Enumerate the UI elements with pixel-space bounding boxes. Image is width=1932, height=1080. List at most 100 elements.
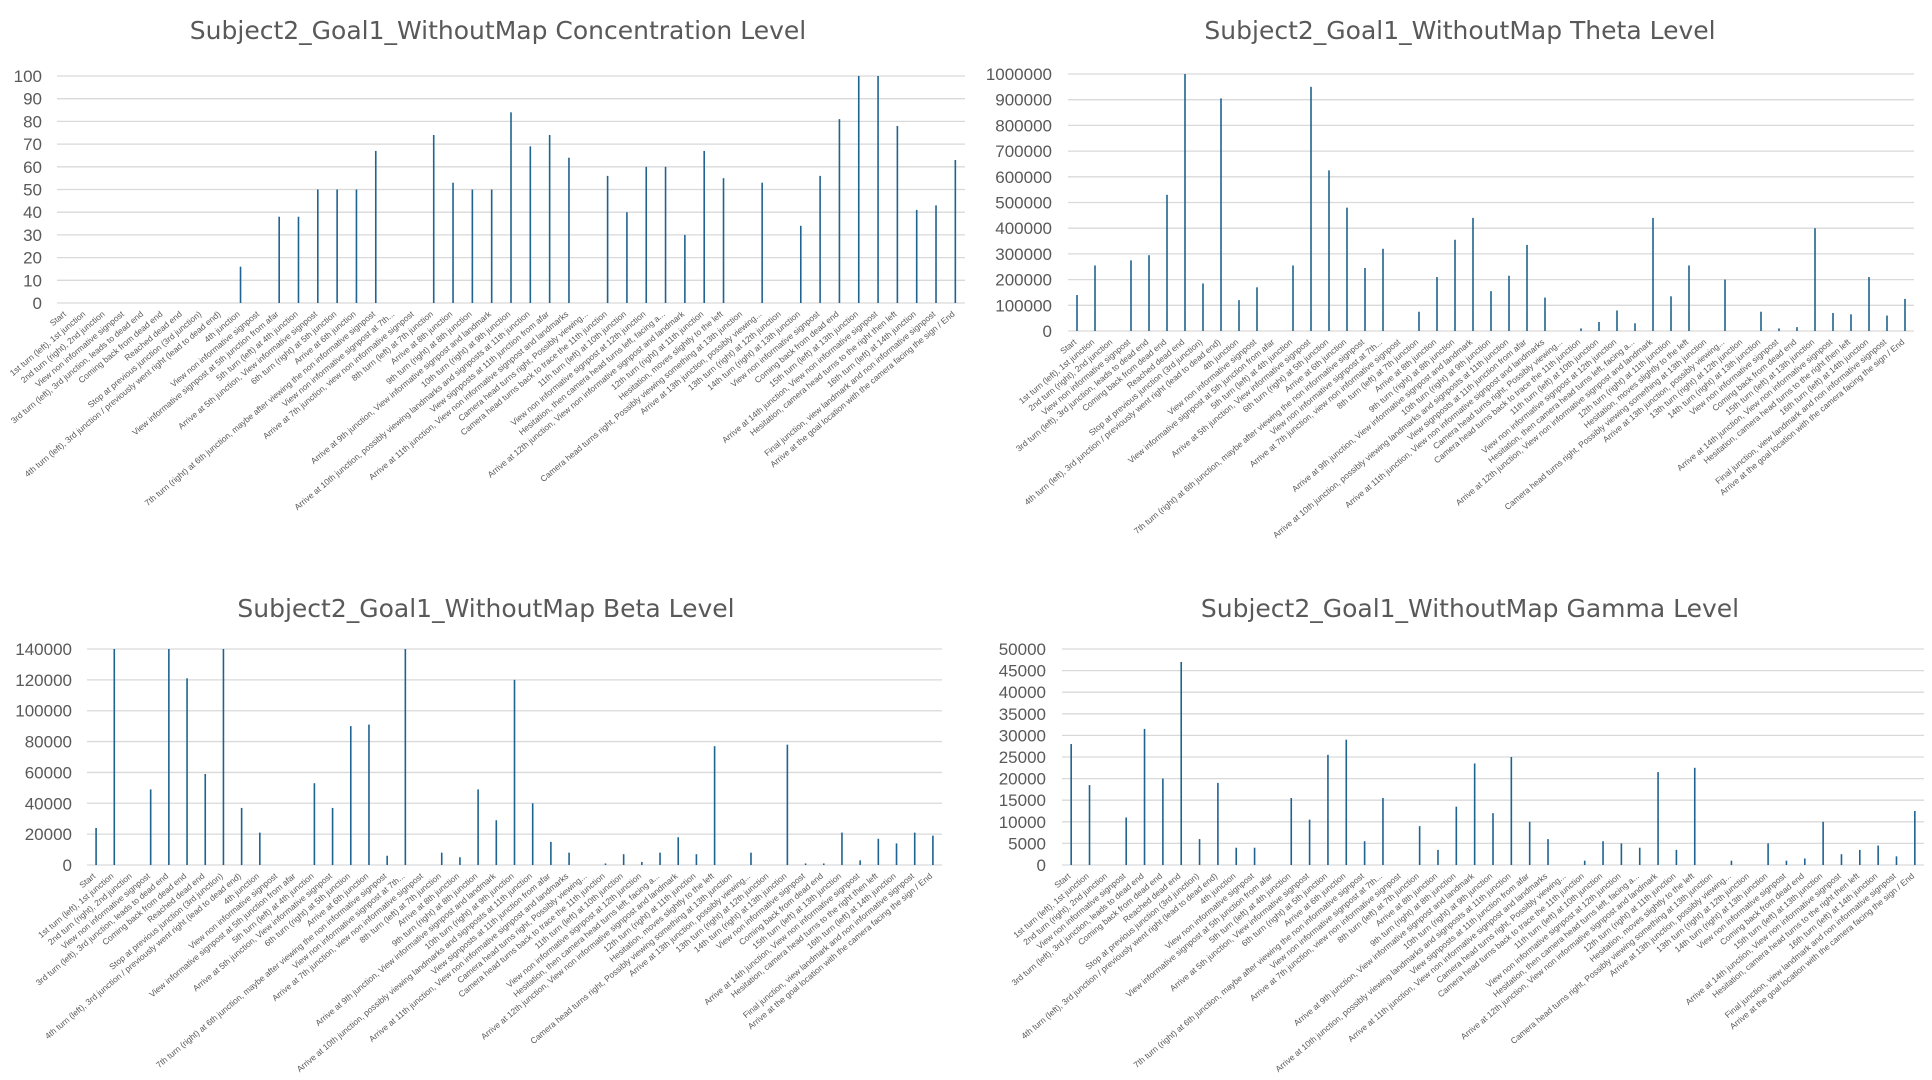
bar — [331, 807, 334, 865]
bar — [1220, 98, 1222, 331]
y-tick-label: 0 — [33, 294, 42, 313]
bar — [1822, 821, 1824, 865]
y-tick-label: 90 — [23, 90, 42, 109]
bar — [1454, 239, 1456, 331]
bar — [1143, 728, 1146, 865]
bar — [932, 835, 934, 865]
bar — [1580, 328, 1582, 331]
bar — [822, 863, 825, 865]
y-tick-label: 40 — [23, 203, 42, 222]
y-tick-label: 1000000 — [986, 65, 1052, 84]
bar — [1162, 778, 1164, 865]
bar — [641, 861, 643, 865]
beta-chart-title: Subject2_Goal1_WithoutMap Beta Level — [237, 594, 735, 623]
bar — [1076, 295, 1078, 331]
y-tick-label: 50000 — [999, 640, 1046, 659]
bar — [1492, 813, 1494, 865]
gamma-chart-title: Subject2_Goal1_WithoutMap Gamma Level — [1200, 594, 1740, 623]
bar — [529, 146, 532, 303]
y-tick-label: 10000 — [999, 813, 1046, 832]
bar — [1785, 860, 1788, 865]
bar — [954, 159, 957, 303]
bar — [490, 189, 493, 303]
bar — [1472, 217, 1474, 331]
bar — [1455, 806, 1458, 865]
bar — [804, 863, 807, 865]
bar — [1166, 194, 1168, 331]
y-tick-label: 900000 — [995, 91, 1052, 110]
bar — [1598, 322, 1600, 331]
bar — [1290, 798, 1293, 865]
y-tick-label: 0 — [1037, 856, 1046, 875]
bar — [452, 182, 454, 303]
bar — [859, 860, 861, 865]
bar — [1382, 798, 1384, 865]
y-tick-label: 500000 — [995, 194, 1052, 213]
bar — [1904, 298, 1906, 331]
y-tick-label: 80 — [23, 112, 42, 131]
bar — [1670, 296, 1672, 331]
y-tick-label: 80000 — [25, 733, 72, 752]
bar — [761, 182, 763, 303]
bar — [1778, 328, 1780, 331]
bar — [1620, 843, 1623, 865]
y-tick-label: 200000 — [995, 271, 1052, 290]
bar — [1526, 244, 1528, 331]
bar — [1310, 86, 1312, 331]
y-tick-label: 60 — [23, 158, 42, 177]
bar — [550, 841, 552, 865]
bar — [222, 649, 225, 865]
bar — [1473, 763, 1476, 865]
bar — [1363, 841, 1366, 865]
y-tick-label: 25000 — [999, 748, 1046, 767]
bar — [1148, 255, 1150, 331]
y-tick-label: 800000 — [995, 116, 1052, 135]
y-tick-label: 20 — [23, 249, 42, 268]
y-tick-label: 50 — [23, 181, 42, 200]
bar — [568, 852, 570, 865]
y-tick-label: 10 — [23, 271, 42, 290]
bar — [471, 189, 474, 303]
y-tick-label: 60000 — [25, 763, 72, 782]
y-tick-label: 600000 — [995, 168, 1052, 187]
y-tick-label: 700000 — [995, 142, 1052, 161]
bar — [1382, 248, 1384, 331]
bar — [703, 150, 705, 303]
bar — [799, 225, 802, 303]
y-tick-label: 100000 — [15, 702, 72, 721]
bar — [1238, 300, 1240, 331]
y-tick-label: 5000 — [1008, 834, 1046, 853]
bar — [1895, 856, 1898, 865]
bar — [841, 832, 843, 865]
bar — [1253, 847, 1256, 865]
bar — [1364, 268, 1366, 331]
bar — [149, 789, 152, 865]
y-tick-label: 45000 — [999, 662, 1046, 681]
bar — [374, 150, 377, 303]
beta-chart: 020000400006000080000100000120000140000S… — [15, 640, 942, 1074]
bar — [1877, 845, 1879, 865]
bar — [336, 189, 338, 303]
theta-chart-title: Subject2_Goal1_WithoutMap Theta Level — [1204, 16, 1716, 45]
y-tick-label: 100 — [14, 67, 42, 86]
bar — [896, 125, 899, 303]
bar — [895, 843, 898, 865]
y-tick-label: 70 — [23, 135, 42, 154]
bar — [722, 178, 725, 303]
bar — [877, 838, 880, 865]
bar — [95, 827, 97, 865]
bar — [1508, 275, 1510, 331]
bar — [513, 679, 516, 865]
y-tick-label: 30 — [23, 226, 42, 245]
bar — [1675, 849, 1678, 865]
bar — [1868, 277, 1870, 331]
bar — [349, 726, 352, 865]
bar — [1436, 277, 1438, 331]
y-tick-label: 30000 — [999, 726, 1046, 745]
bar — [1767, 843, 1769, 865]
bar — [877, 76, 879, 303]
y-tick-label: 20000 — [999, 770, 1046, 789]
bar — [568, 157, 570, 303]
bar — [317, 189, 319, 303]
bar — [1235, 847, 1238, 865]
